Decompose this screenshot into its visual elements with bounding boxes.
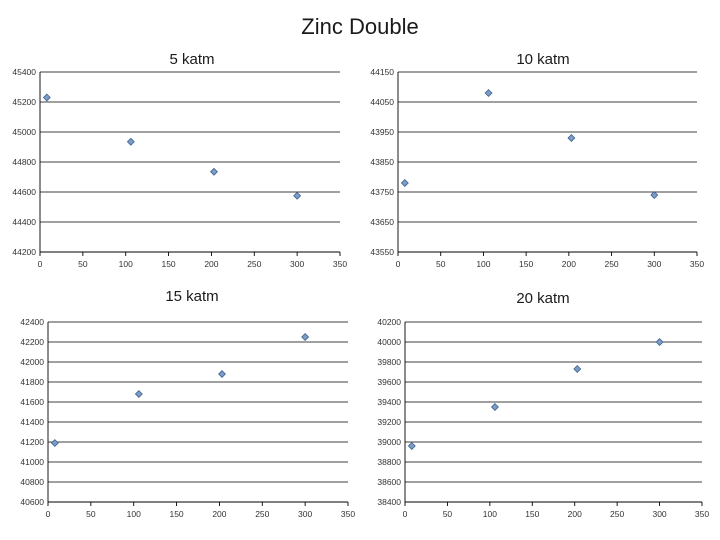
data-point <box>490 403 499 411</box>
y-tick-label: 39000 <box>377 437 401 447</box>
x-tick-label: 350 <box>333 259 347 269</box>
data-point <box>573 365 582 373</box>
y-tick-label: 44400 <box>12 217 36 227</box>
x-tick-label: 150 <box>519 259 533 269</box>
x-tick-label: 250 <box>255 509 269 519</box>
x-tick-label: 50 <box>86 509 96 519</box>
data-point <box>218 370 226 378</box>
x-tick-label: 100 <box>127 509 141 519</box>
x-tick-label: 100 <box>476 259 490 269</box>
chart-title: 10 katm <box>516 51 569 68</box>
x-tick-label: 50 <box>78 259 88 269</box>
x-tick-label: 150 <box>525 509 539 519</box>
chart-title: 5 katm <box>169 51 214 68</box>
chart-title: 20 katm <box>516 290 569 307</box>
y-tick-label: 44800 <box>12 157 36 167</box>
chart-5-katm: 5 katm 44200 44400 44600 44800 45000 45200 4540… <box>12 51 347 269</box>
y-tick-label: 41800 <box>20 377 44 387</box>
data-point <box>484 89 493 97</box>
data-point <box>126 137 135 146</box>
x-tick-label: 350 <box>695 509 709 519</box>
y-tick-label: 42200 <box>20 337 44 347</box>
chart-20-katm: 20 katm 38400 38600 38800 39000 39200 39400 396… <box>377 290 709 519</box>
data-point <box>210 167 218 176</box>
data-point <box>50 439 59 447</box>
x-tick-label: 50 <box>436 259 446 269</box>
y-tick-label: 40200 <box>377 317 401 327</box>
x-tick-label: 50 <box>443 509 453 519</box>
y-tick-label: 43650 <box>370 217 394 227</box>
y-tick-label: 43550 <box>370 247 394 257</box>
data-point <box>42 93 51 102</box>
y-tick-label: 43750 <box>370 187 394 197</box>
y-tick-label: 38800 <box>377 457 401 467</box>
y-tick-label: 42000 <box>20 357 44 367</box>
y-tick-label: 39200 <box>377 417 401 427</box>
x-tick-label: 250 <box>247 259 261 269</box>
y-tick-label: 40000 <box>377 337 401 347</box>
x-tick-label: 0 <box>38 259 43 269</box>
y-tick-label: 40800 <box>20 477 44 487</box>
x-tick-label: 200 <box>212 509 226 519</box>
y-tick-label: 42400 <box>20 317 44 327</box>
x-tick-label: 200 <box>568 509 582 519</box>
x-tick-label: 100 <box>119 259 133 269</box>
y-tick-label: 44600 <box>12 187 36 197</box>
page-title: Zinc Double <box>301 14 419 39</box>
x-tick-label: 250 <box>604 259 618 269</box>
y-tick-label: 39600 <box>377 377 401 387</box>
x-tick-label: 300 <box>298 509 312 519</box>
data-point <box>655 338 664 346</box>
x-tick-label: 0 <box>396 259 401 269</box>
y-tick-label: 40600 <box>20 497 44 507</box>
data-point <box>400 179 409 187</box>
x-tick-label: 150 <box>161 259 175 269</box>
y-tick-label: 45400 <box>12 67 36 77</box>
data-point <box>407 442 416 450</box>
y-tick-label: 45000 <box>12 127 36 137</box>
x-tick-label: 0 <box>403 509 408 519</box>
data-point <box>301 333 310 341</box>
x-tick-label: 100 <box>483 509 497 519</box>
y-tick-label: 38400 <box>377 497 401 507</box>
y-tick-label: 44050 <box>370 97 394 107</box>
data-point <box>567 134 576 142</box>
y-tick-label: 41000 <box>20 457 44 467</box>
data-point <box>650 191 659 199</box>
y-tick-label: 43850 <box>370 157 394 167</box>
y-tick-label: 41200 <box>20 437 44 447</box>
data-point <box>134 390 143 398</box>
chart-15-katm: 15 katm 40600 40800 41000 41200 41400 41600 418… <box>20 288 355 519</box>
x-tick-label: 350 <box>341 509 355 519</box>
y-tick-label: 44200 <box>12 247 36 257</box>
y-tick-label: 39400 <box>377 397 401 407</box>
y-tick-label: 45200 <box>12 97 36 107</box>
y-tick-label: 43950 <box>370 127 394 137</box>
x-tick-label: 200 <box>562 259 576 269</box>
y-tick-label: 41600 <box>20 397 44 407</box>
y-tick-label: 38600 <box>377 477 401 487</box>
x-tick-label: 300 <box>290 259 304 269</box>
x-tick-label: 200 <box>204 259 218 269</box>
x-tick-label: 150 <box>169 509 183 519</box>
x-tick-label: 300 <box>652 509 666 519</box>
y-tick-label: 44150 <box>370 67 394 77</box>
x-tick-label: 300 <box>647 259 661 269</box>
x-tick-label: 250 <box>610 509 624 519</box>
x-tick-label: 0 <box>46 509 51 519</box>
chart-10-katm: 10 katm 43550 43650 43750 43850 43950 44050 441… <box>370 51 704 269</box>
y-tick-label: 41400 <box>20 417 44 427</box>
y-tick-label: 39800 <box>377 357 401 367</box>
chart-title: 15 katm <box>165 288 218 305</box>
data-point <box>293 191 302 200</box>
x-tick-label: 350 <box>690 259 704 269</box>
